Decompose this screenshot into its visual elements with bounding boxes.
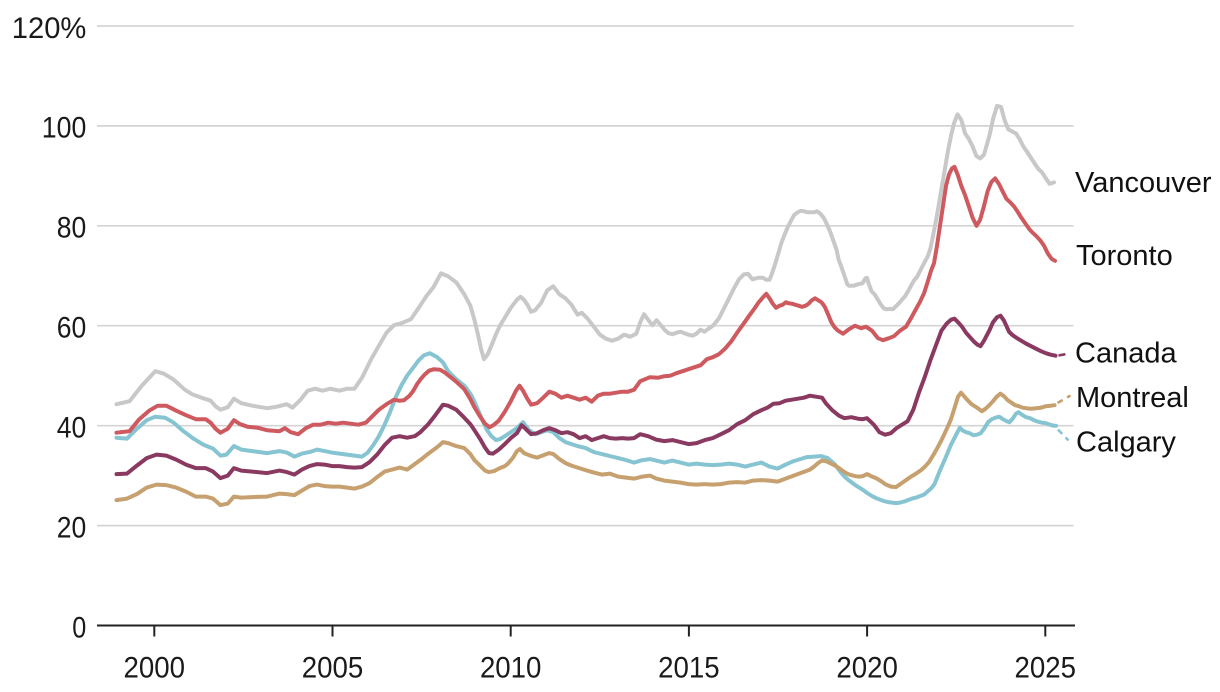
svg-text:20: 20: [57, 511, 87, 544]
svg-text:Montreal: Montreal: [1076, 382, 1189, 414]
svg-text:2000: 2000: [124, 652, 186, 685]
svg-text:60: 60: [57, 312, 87, 345]
svg-text:2015: 2015: [658, 652, 720, 685]
svg-text:0: 0: [72, 611, 86, 644]
svg-text:Vancouver: Vancouver: [1075, 167, 1212, 199]
svg-text:Calgary: Calgary: [1076, 427, 1176, 459]
svg-text:2025: 2025: [1015, 652, 1077, 685]
svg-text:100: 100: [42, 112, 87, 145]
svg-text:Toronto: Toronto: [1076, 240, 1173, 272]
svg-text:2020: 2020: [836, 652, 898, 685]
svg-text:80: 80: [57, 212, 87, 245]
svg-text:2005: 2005: [302, 652, 364, 685]
svg-text:Canada: Canada: [1075, 338, 1177, 370]
svg-text:2010: 2010: [480, 652, 542, 685]
svg-text:120%: 120%: [12, 12, 87, 45]
svg-text:40: 40: [57, 412, 87, 445]
